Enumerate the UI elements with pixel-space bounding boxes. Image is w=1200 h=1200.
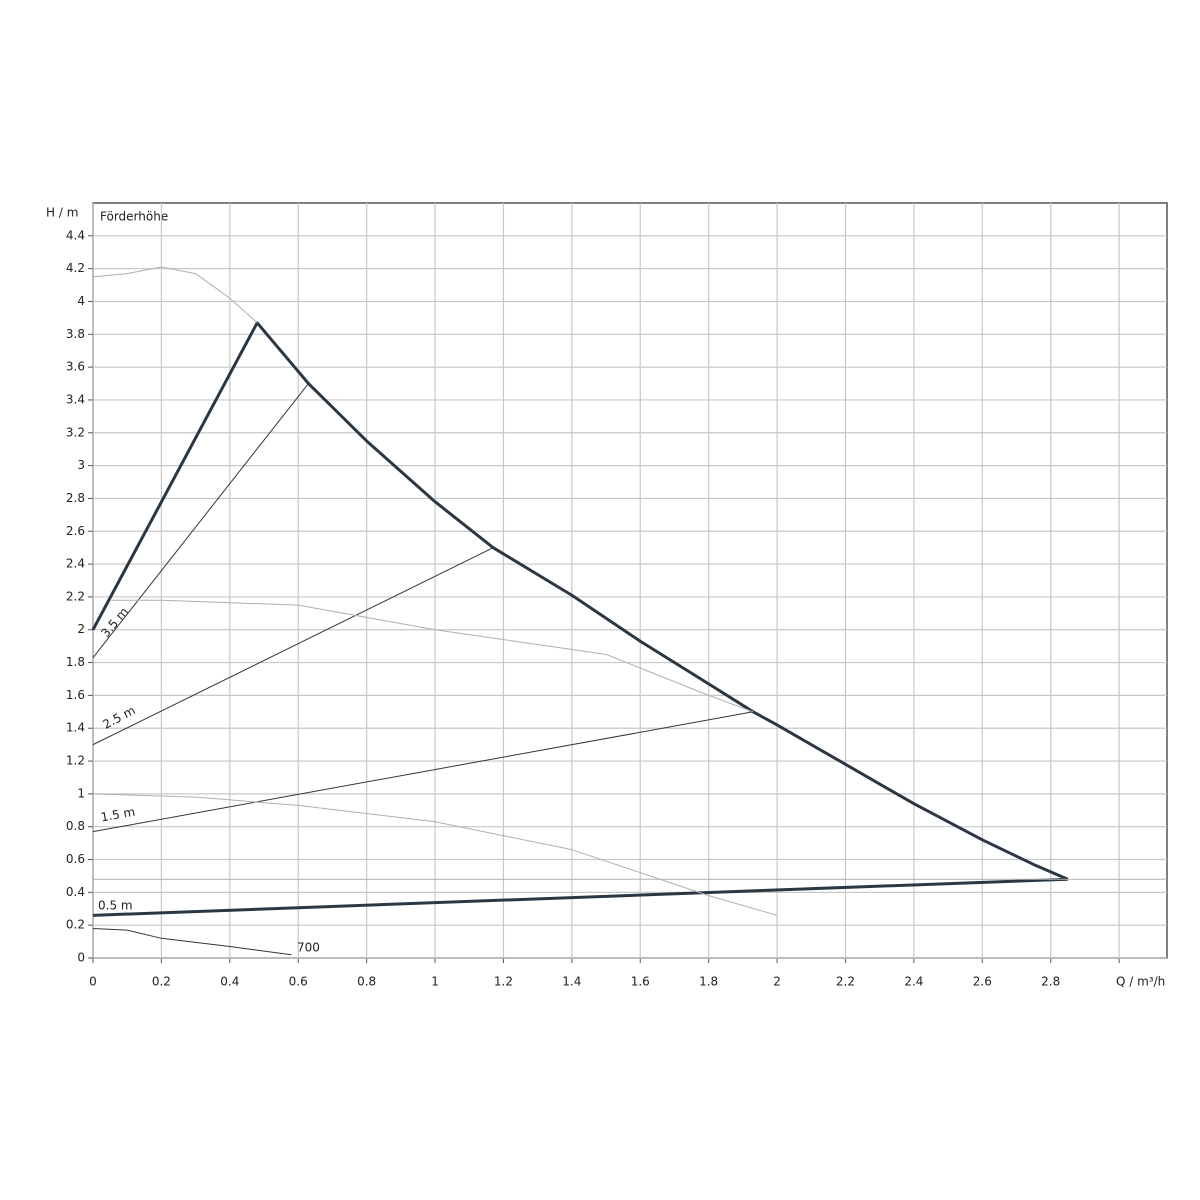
curve xyxy=(92,547,494,746)
curve xyxy=(91,321,1069,881)
x-tick-label: 0 xyxy=(89,975,97,989)
x-tick-label: 2 xyxy=(773,975,781,989)
y-tick-label: 2 xyxy=(77,622,85,636)
y-tick-label: 2.8 xyxy=(66,491,85,505)
x-tick-label: 1.8 xyxy=(699,975,718,989)
y-tick-label: 2.4 xyxy=(66,557,85,571)
x-tick-label: 0.4 xyxy=(220,975,239,989)
y-tick-label: 2.2 xyxy=(66,589,85,603)
annotation: 0.5 m xyxy=(98,899,133,913)
x-tick-label: 1.6 xyxy=(631,975,650,989)
curve xyxy=(92,711,754,833)
y-tick-label: 0.6 xyxy=(66,852,85,866)
x-tick-label: 2.2 xyxy=(836,975,855,989)
y-tick-label: 3.8 xyxy=(66,327,85,341)
curve xyxy=(92,793,778,916)
x-tick-label: 0.2 xyxy=(152,975,171,989)
y-tick-label: 0.8 xyxy=(66,819,85,833)
y-tick-label: 1.8 xyxy=(66,655,85,669)
y-axis-label: H / m xyxy=(46,206,78,220)
y-tick-label: 3.2 xyxy=(66,425,85,439)
x-tick-label: 2.4 xyxy=(904,975,923,989)
y-tick-label: 3 xyxy=(77,458,85,472)
chart-subtitle: Förderhöhe xyxy=(100,210,168,224)
x-tick-label: 0.8 xyxy=(357,975,376,989)
curve xyxy=(92,383,309,658)
y-tick-label: 1 xyxy=(77,786,85,800)
curve xyxy=(92,877,1068,917)
plot-frame xyxy=(92,202,1168,959)
x-tick-label: 1.4 xyxy=(562,975,581,989)
annotation: 2.5 m xyxy=(100,703,137,732)
y-tick-label: 2.6 xyxy=(66,524,85,538)
x-tick-label: 1 xyxy=(431,975,439,989)
x-tick-label: 2.6 xyxy=(973,975,992,989)
annotation: 1.5 m xyxy=(100,805,136,825)
curve xyxy=(92,266,258,324)
y-tick-label: 4 xyxy=(77,294,85,308)
x-axis-label: Q / m³/h xyxy=(1116,975,1165,989)
x-tick-label: 0.6 xyxy=(289,975,308,989)
y-tick-label: 4.2 xyxy=(66,261,85,275)
curve xyxy=(110,599,754,713)
y-tick-label: 0.4 xyxy=(66,885,85,899)
curve xyxy=(92,927,292,956)
y-tick-label: 3.4 xyxy=(66,392,85,406)
x-tick-label: 2.8 xyxy=(1041,975,1060,989)
x-tick-label: 1.2 xyxy=(494,975,513,989)
y-tick-label: 4.4 xyxy=(66,228,85,242)
y-tick-label: 3.6 xyxy=(66,360,85,374)
annotation: 700 xyxy=(297,941,320,955)
y-tick-label: 1.6 xyxy=(66,688,85,702)
y-tick-label: 0 xyxy=(77,951,85,965)
y-tick-label: 1.4 xyxy=(66,721,85,735)
y-tick-label: 0.2 xyxy=(66,918,85,932)
y-tick-label: 1.2 xyxy=(66,754,85,768)
